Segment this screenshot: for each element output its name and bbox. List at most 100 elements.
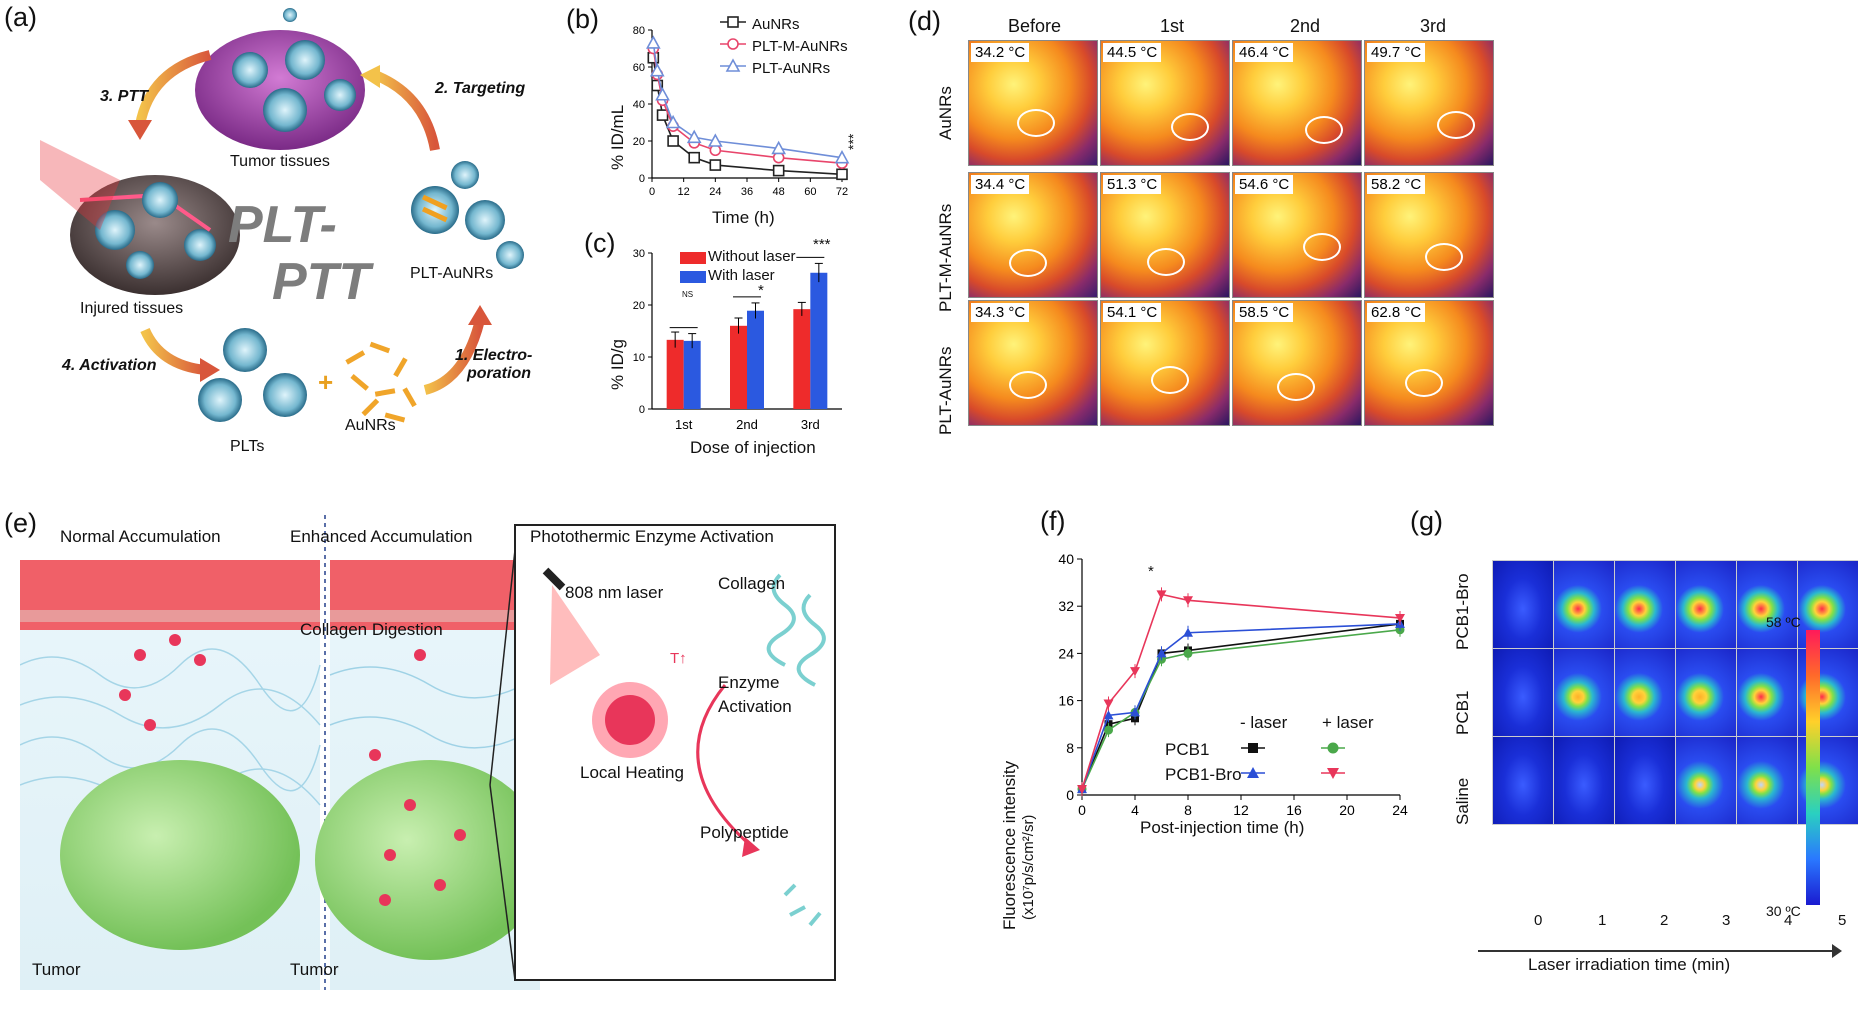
col-2nd: 2nd [1290,16,1321,36]
chart-f-ytick-label: 8 [1066,740,1074,756]
chart-b-legend-plt-aunrs: PLT-AuNRs [752,60,831,77]
step-targeting: 2. Targeting [435,80,526,97]
chart-b-point [772,164,785,177]
e-tumor-left: Tumor [32,960,81,979]
chart-b-point [686,129,702,144]
g-col-5: 5 [1838,912,1847,929]
chart-c-bar [810,272,828,409]
arrow-targeting [373,70,440,151]
chart-f-xtick-label: 4 [1131,802,1139,815]
chart-b-point [836,168,848,181]
chart-f: 0 8 16 24 32 40 0 4 8 12 16 20 24 [1058,551,1408,815]
ivis-image [1492,736,1554,825]
ivis-image [1553,560,1615,649]
tumor-region-circle [1425,243,1463,271]
g-row-pcb1-bro: PCB1-Bro [1453,573,1472,650]
tumor-region-circle [1277,373,1315,401]
tumor-region-circle [1147,248,1185,276]
chart-b-point [645,35,661,49]
chart-f-series-line [1081,593,1401,790]
chart-c-bar [683,340,701,409]
panel-e-letter: (e) [4,508,37,538]
step-ptt: 3. PTT [100,88,149,105]
tumor-region-circle [1017,109,1055,137]
thermal-image: 34.3 °C [968,300,1098,426]
chart-b: 0 20 40 60 80 0 12 24 36 48 60 72 [633,16,850,198]
chart-f-xtick-label: 0 [1078,802,1086,815]
tumor-region-circle [1303,233,1341,261]
chart-c-legend-with: With laser [708,267,775,284]
panel-a-letter: (a) [4,2,37,32]
chart-f-point [1183,627,1193,637]
arrow-activation [140,327,206,375]
chart-b-ytick-label: 60 [633,62,645,74]
label-injured-tissues: Injured tissues [80,300,184,317]
chart-f-ylabel-1: Fluorescence intensity [1000,760,1019,930]
chart-f-xtick-label: 8 [1184,802,1192,815]
chart-f-legend-marker [1327,768,1339,779]
g-col-1: 1 [1598,912,1607,929]
chart-b-xtick-label: 24 [709,186,721,198]
thermal-temperature: 62.8 °C [1367,303,1426,322]
thermal-temperature: 46.4 °C [1235,43,1294,62]
chart-f-point [1104,725,1113,735]
label-aunrs: AuNRs [345,417,396,434]
ivis-image [1553,648,1615,737]
chart-f-point [1183,648,1193,658]
chart-f-ytick-label: 24 [1058,645,1074,661]
arrow-ptt [135,50,212,127]
chart-f-xlabel: Post-injection time (h) [1140,818,1305,837]
thermal-image: 54.1 °C [1100,300,1230,426]
thermal-temperature: 34.3 °C [971,303,1030,322]
thermal-image: 54.6 °C [1232,172,1362,298]
chart-f-point [1103,710,1114,720]
chart-f-xtick-label: 20 [1339,802,1355,815]
chart-b-point [667,135,679,147]
thermal-temperature: 51.3 °C [1103,175,1162,194]
thermal-temperature: 34.4 °C [971,175,1030,194]
chart-f-point [1103,699,1114,709]
chart-c-legend-swatch [680,271,706,283]
step-electroporation-1: 1. Electro- [455,347,533,364]
chart-f-xtick-label: 24 [1392,802,1408,815]
chart-c-sig-3rd: *** [813,236,831,253]
chart-b-point [651,79,664,92]
g-col-4: 4 [1784,912,1793,929]
chart-c-xlabel: Dose of injection [690,438,816,457]
chart-c-ylabel: % ID/g [608,338,627,390]
chart-b-point [771,140,787,155]
row-aunrs: AuNRs [936,86,955,140]
col-1st: 1st [1160,16,1185,36]
ivis-image [1492,560,1554,649]
thermal-temperature: 54.6 °C [1235,175,1294,194]
ivis-image [1675,560,1737,649]
label-plts: PLTs [230,438,265,455]
tumor-region-circle [1151,366,1189,394]
chart-f-point [1395,614,1405,623]
e-local-heating: Local Heating [580,763,684,782]
chart-c-ytick-label: 10 [633,352,645,364]
chart-c-bar [730,325,747,409]
chart-c-ytick-label: 0 [639,404,645,416]
chart-b-point [665,114,681,129]
e-collagen-digestion: Collagen Digestion [300,620,443,639]
aunrs-rods [345,341,417,423]
tumor-region-circle [1437,111,1475,139]
chart-f-legend-marker [1327,742,1339,754]
chart-f-point [1156,648,1167,658]
step-electroporation-2: poration [467,365,531,382]
thermal-image: 58.2 °C [1364,172,1494,298]
chart-b-significance: *** [845,133,861,150]
chart-b-legend-marker [725,58,741,72]
label-plt-aunrs: PLT-AuNRs [410,265,494,282]
ivis-image [1675,648,1737,737]
chart-f-legend-plus: + laser [1322,713,1374,732]
center-title-ptt: PTT [272,253,371,311]
color-scale-min: 30 ºC [1766,903,1801,919]
chart-f-ytick-label: 40 [1058,551,1074,567]
chart-f-point [1130,707,1140,717]
chart-f-ytick-label: 32 [1058,598,1074,614]
chart-f-legend-marker [1248,743,1258,753]
e-t-up: T↑ [670,650,687,667]
ivis-image [1675,736,1737,825]
